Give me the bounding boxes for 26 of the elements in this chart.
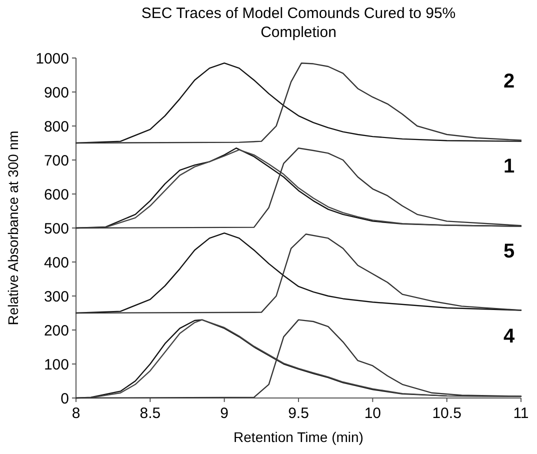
chart-title: SEC Traces of Model Comounds Cured to 95% Completion bbox=[141, 5, 456, 41]
x-axis-title: Retention Time (min) bbox=[234, 429, 364, 445]
x-tick-label: 9.5 bbox=[288, 405, 309, 422]
y-tick-label: 900 bbox=[44, 84, 69, 102]
y-tick-label: 400 bbox=[44, 254, 69, 272]
annotation: 2 bbox=[503, 70, 515, 92]
x-tick-label: 10.5 bbox=[432, 405, 462, 422]
x-tick-label: 9 bbox=[220, 405, 229, 422]
y-tick-label: 100 bbox=[44, 356, 69, 374]
y-tick-label: 700 bbox=[44, 152, 69, 170]
y-tick-label: 800 bbox=[44, 118, 69, 136]
x-tick-label: 10 bbox=[364, 405, 382, 422]
y-tick-label: 1000 bbox=[36, 50, 69, 68]
y-tick-label: 300 bbox=[44, 288, 69, 306]
annotation: 5 bbox=[503, 240, 515, 262]
y-tick-label: 0 bbox=[60, 390, 69, 408]
y-tick-label: 600 bbox=[44, 186, 69, 204]
x-tick-label: 8 bbox=[72, 405, 80, 422]
annotation: 1 bbox=[503, 156, 515, 178]
line-series bbox=[75, 62, 522, 144]
annotation: 4 bbox=[503, 326, 516, 348]
x-tick-label: 11 bbox=[513, 405, 529, 422]
y-tick-label: 200 bbox=[44, 322, 69, 340]
y-tick-label: 500 bbox=[44, 220, 69, 238]
x-tick-label: 8.5 bbox=[140, 405, 161, 422]
y-axis-title: Relative Absorbance at 300 nm bbox=[5, 130, 21, 326]
